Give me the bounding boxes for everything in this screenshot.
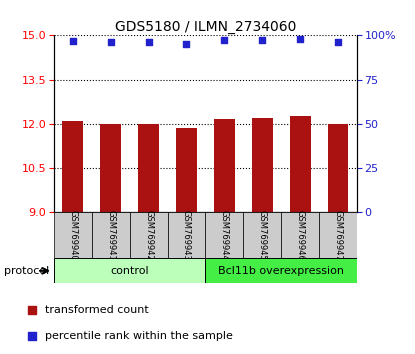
- Bar: [63, 121, 83, 212]
- Bar: [138, 124, 159, 212]
- Bar: [252, 118, 273, 212]
- Text: GSM769946: GSM769946: [295, 210, 305, 261]
- Text: GSM769942: GSM769942: [144, 210, 153, 261]
- Bar: [100, 124, 121, 212]
- Bar: [214, 119, 235, 212]
- Point: [70, 38, 76, 44]
- Point: [145, 40, 152, 45]
- Text: GSM769940: GSM769940: [68, 210, 77, 261]
- Bar: [327, 124, 348, 212]
- Text: percentile rank within the sample: percentile rank within the sample: [45, 331, 233, 341]
- Text: Bcl11b overexpression: Bcl11b overexpression: [218, 266, 344, 276]
- Bar: [290, 116, 310, 212]
- Bar: [281, 212, 319, 258]
- Point: [29, 307, 35, 313]
- Bar: [205, 212, 243, 258]
- Text: GSM769945: GSM769945: [258, 210, 267, 261]
- Point: [29, 333, 35, 339]
- Bar: [54, 258, 205, 283]
- Bar: [205, 258, 357, 283]
- Text: GSM769941: GSM769941: [106, 210, 115, 261]
- Point: [221, 37, 228, 42]
- Text: GSM769943: GSM769943: [182, 210, 191, 261]
- Text: control: control: [110, 266, 149, 276]
- Bar: [168, 212, 205, 258]
- Point: [107, 40, 114, 45]
- Text: protocol: protocol: [4, 266, 49, 276]
- Bar: [129, 212, 168, 258]
- Point: [334, 40, 341, 45]
- Title: GDS5180 / ILMN_2734060: GDS5180 / ILMN_2734060: [115, 21, 296, 34]
- Text: transformed count: transformed count: [45, 305, 149, 315]
- Text: GSM769947: GSM769947: [334, 210, 342, 261]
- Bar: [319, 212, 357, 258]
- Bar: [92, 212, 129, 258]
- Bar: [176, 128, 197, 212]
- Point: [183, 41, 190, 47]
- Text: GSM769944: GSM769944: [220, 210, 229, 261]
- Bar: [54, 212, 92, 258]
- Point: [297, 36, 303, 42]
- Bar: [243, 212, 281, 258]
- Point: [259, 37, 266, 42]
